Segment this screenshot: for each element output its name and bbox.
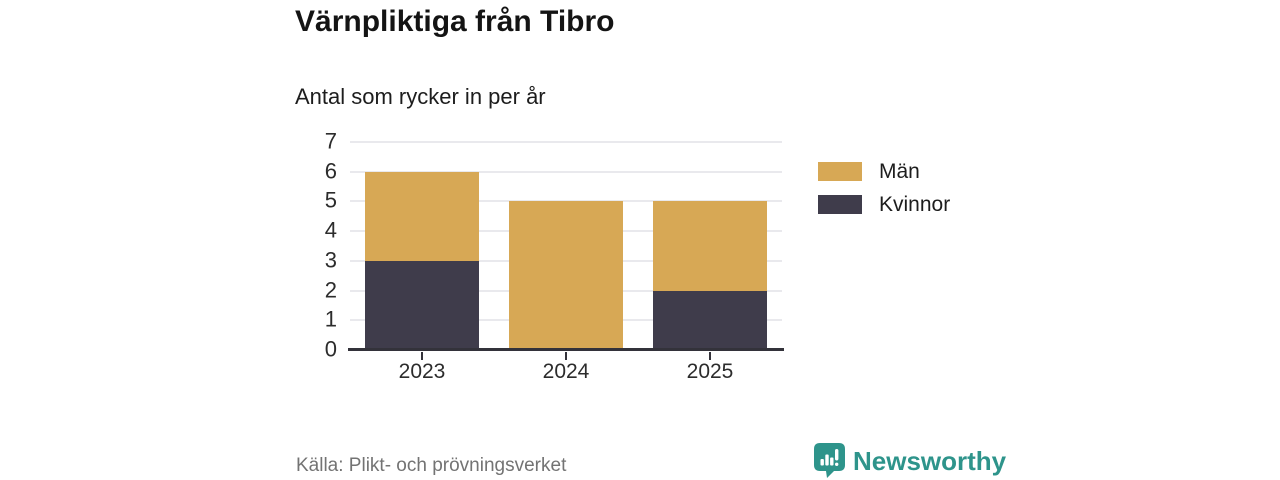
y-tick-label: 7 [324,128,337,154]
legend-label-women: Kvinnor [879,193,951,216]
y-tick-label: 6 [324,158,337,184]
legend-item-men: Män [818,161,950,182]
legend-swatch-men [818,162,862,181]
x-axis-labels: 2023 2024 2025 [350,360,782,388]
x-tick [709,352,711,360]
y-tick-label: 0 [324,336,337,362]
plot-area [348,141,784,360]
x-tick-label: 2023 [398,360,446,383]
y-tick-label: 3 [324,247,337,273]
gridline [350,200,782,203]
legend: Män Kvinnor [818,161,950,227]
legend-label-men: Män [879,160,920,183]
x-tick-label: 2024 [542,360,590,383]
bar-segment-2023-kvinnor [365,260,479,350]
x-tick-label: 2025 [686,360,734,383]
x-tick [421,352,423,360]
chart-subtitle: Antal som rycker in per år [295,84,546,109]
gridline [350,170,782,173]
newsworthy-logo: Newsworthy [814,443,1006,478]
legend-item-women: Kvinnor [818,194,950,215]
chart-title: Värnpliktiga från Tibro [295,5,615,38]
y-axis-labels: 0 1 2 3 4 5 6 7 [293,130,337,360]
bar-segment-2025-män [653,201,767,291]
y-tick-label: 4 [324,217,337,243]
newsworthy-bars-icon [814,443,845,478]
newsworthy-wordmark: Newsworthy [853,445,1007,476]
y-tick-label: 5 [324,187,337,213]
bar-segment-2024-män [509,201,623,350]
gridline [350,141,782,143]
y-tick-label: 1 [324,306,337,332]
source-note: Källa: Plikt- och prövningsverket [296,455,567,476]
legend-swatch-women [818,195,862,214]
bar-segment-2025-kvinnor [653,290,767,350]
y-tick-label: 2 [324,277,337,303]
x-tick [565,352,567,360]
x-axis-line [348,348,784,351]
bar-segment-2023-män [365,171,479,261]
